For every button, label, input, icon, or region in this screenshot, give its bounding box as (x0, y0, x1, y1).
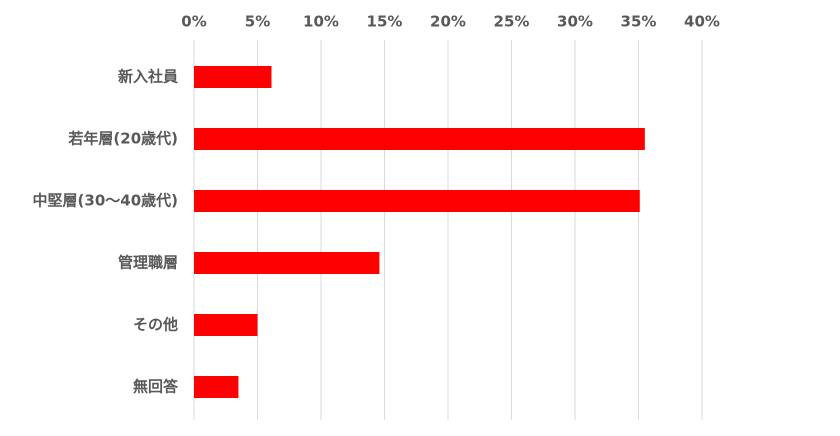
y-tick-label: 無回答 (133, 378, 179, 396)
y-tick-label: 新入社員 (118, 68, 178, 86)
x-tick-label: 10% (303, 13, 339, 31)
x-tick-label: 0% (181, 13, 206, 31)
y-tick-label: 若年層(20歳代) (67, 130, 178, 148)
x-tick-label: 5% (245, 13, 270, 31)
y-tick-label: 中堅層(30～40歳代) (33, 192, 178, 210)
bar (194, 376, 239, 398)
bar (194, 190, 640, 212)
bar (194, 66, 272, 88)
bar (194, 252, 380, 274)
x-tick-label: 40% (684, 13, 720, 31)
y-tick-label: 管理職層 (118, 254, 178, 272)
x-tick-label: 35% (621, 13, 657, 31)
x-tick-label: 20% (430, 13, 466, 31)
x-tick-label: 15% (367, 13, 403, 31)
x-tick-label: 30% (557, 13, 593, 31)
x-tick-label: 25% (494, 13, 530, 31)
y-tick-label: その他 (133, 316, 178, 334)
bar (194, 128, 645, 150)
bar (194, 314, 258, 336)
